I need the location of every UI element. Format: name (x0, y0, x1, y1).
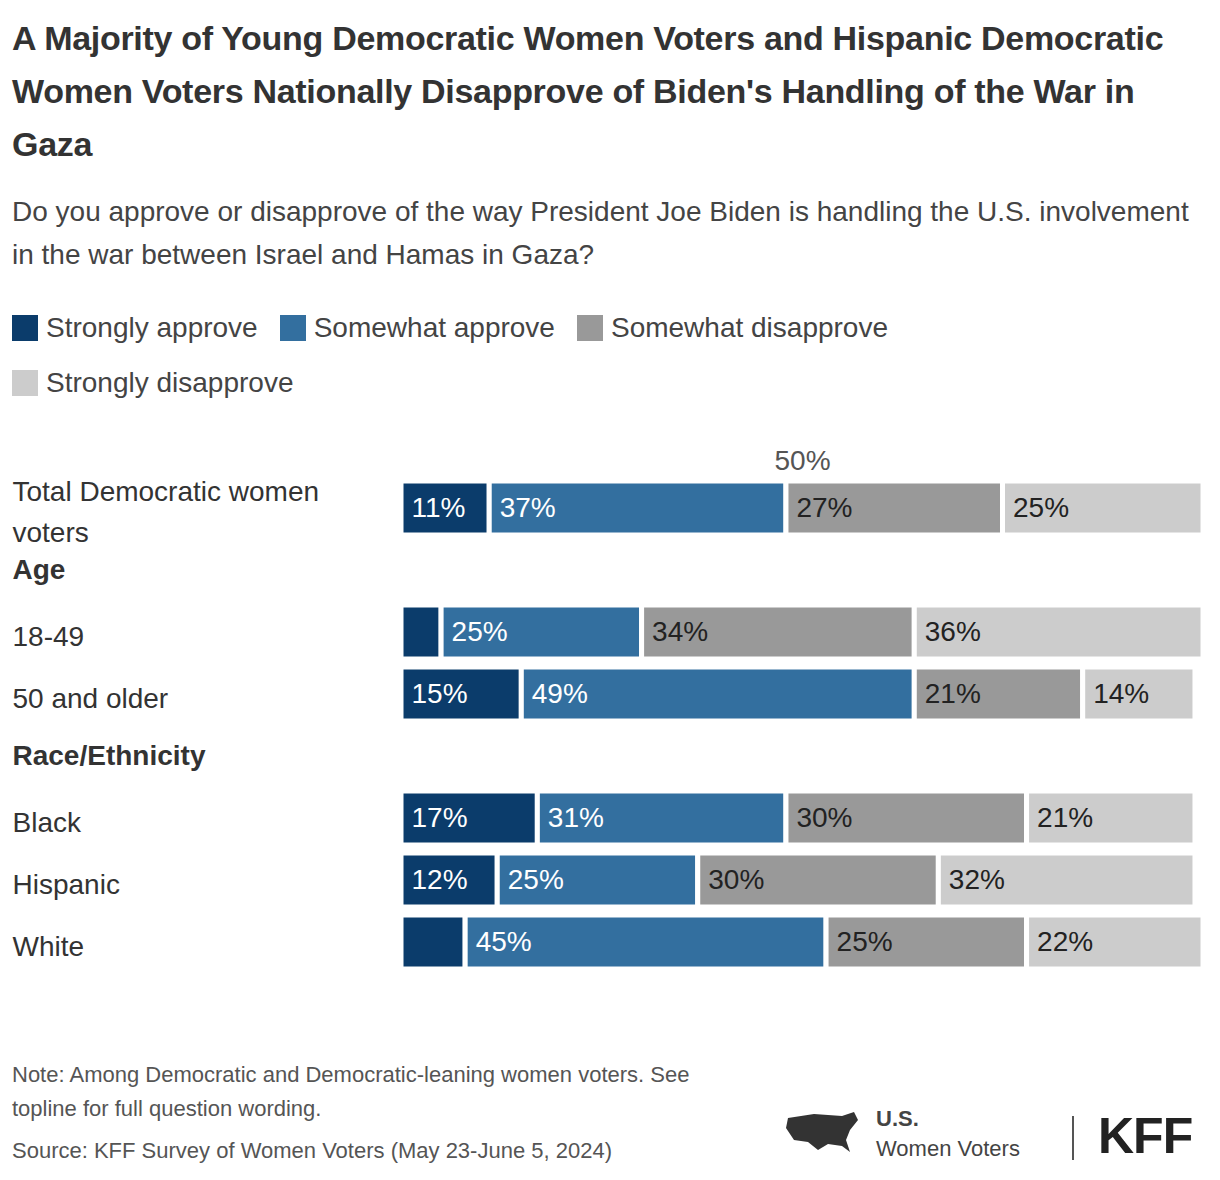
svg-text:12%: 12% (412, 864, 468, 895)
svg-text:22%: 22% (1037, 926, 1093, 957)
svg-text:21%: 21% (1037, 802, 1093, 833)
svg-text:50 and older: 50 and older (13, 682, 169, 713)
html-text:A Majority of Young Democratic: A Majority of Young Democratic Women Vot… (12, 19, 1164, 163)
svg-text:17%: 17% (412, 802, 468, 833)
html-text:KFF: KFF (1098, 1108, 1193, 1164)
svg-text:25%: 25% (508, 864, 564, 895)
svg-text:30%: 30% (796, 802, 852, 833)
svg-text:Total Democratic womenvoters: Total Democratic womenvoters (13, 476, 320, 548)
svg-text:Hispanic: Hispanic (13, 868, 120, 899)
svg-text:34%: 34% (652, 616, 708, 647)
svg-text:Black: Black (13, 806, 82, 837)
svg-text:21%: 21% (925, 678, 981, 709)
svg-text:31%: 31% (548, 802, 604, 833)
svg-text:30%: 30% (708, 864, 764, 895)
svg-text:Race/Ethnicity: Race/Ethnicity (13, 740, 206, 771)
html-text:Somewhat approve: Somewhat approve (313, 312, 555, 343)
svg-text:25%: 25% (1013, 492, 1069, 523)
svg-text:49%: 49% (532, 678, 588, 709)
html-text:Women Voters: Women Voters (876, 1136, 1020, 1161)
svg-text:11%: 11% (412, 492, 466, 523)
svg-text:32%: 32% (949, 864, 1005, 895)
svg-text:37%: 37% (500, 492, 556, 523)
svg-text:14%: 14% (1093, 678, 1149, 709)
html-text:Strongly approve: Strongly approve (46, 312, 258, 343)
svg-text:36%: 36% (925, 616, 981, 647)
svg-text:25%: 25% (837, 926, 893, 957)
html-text:Somewhat disapprove: Somewhat disapprove (611, 312, 888, 343)
svg-text:25%: 25% (452, 616, 508, 647)
html-text:Source: KFF Survey of Women Vo: Source: KFF Survey of Women Voters (May … (12, 1138, 612, 1163)
svg-text:White: White (13, 930, 85, 961)
html-text:U.S.: U.S. (876, 1106, 919, 1131)
svg-text:Age: Age (13, 554, 66, 585)
html-text:Note: Among Democratic and Dem: Note: Among Democratic and Democratic-le… (12, 1062, 690, 1121)
svg-text:27%: 27% (796, 492, 852, 523)
html-text:Strongly disapprove: Strongly disapprove (46, 367, 294, 398)
svg-text:50%: 50% (774, 445, 830, 476)
svg-text:18-49: 18-49 (13, 620, 85, 651)
html-text:Do you approve or disapprove o: Do you approve or disapprove of the way … (12, 196, 1189, 270)
svg-text:15%: 15% (412, 678, 468, 709)
svg-text:45%: 45% (476, 926, 532, 957)
